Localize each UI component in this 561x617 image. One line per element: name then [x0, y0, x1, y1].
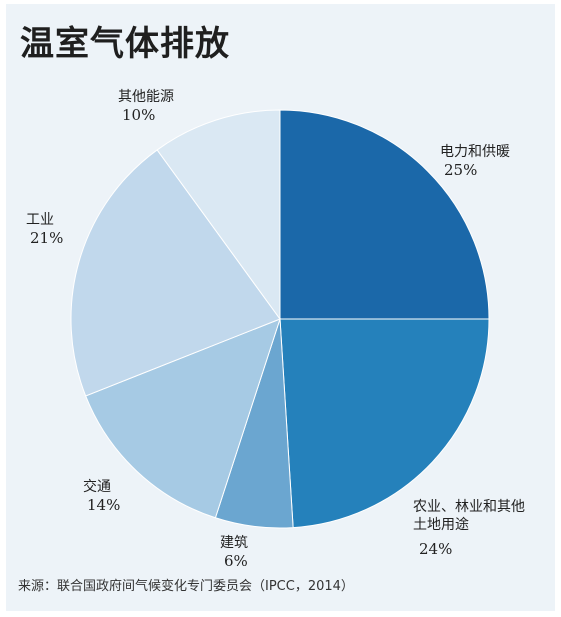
source-note: 来源：联合国政府间气候变化专门委员会（IPCC，2014） — [18, 579, 354, 594]
slice-percent: 6% — [224, 552, 248, 570]
slice-label-text: 交通 — [83, 479, 111, 495]
slice-label-3: 交通 14% — [83, 478, 120, 514]
slice-percent: 25% — [444, 161, 478, 179]
slice-percent: 21% — [30, 229, 64, 247]
pie-slice-3 — [85, 318, 281, 519]
chart-title: 温室气体排放 — [20, 24, 230, 64]
pie-slice-1 — [279, 318, 490, 529]
slice-label-text: 其他能源 — [118, 89, 174, 105]
pie-slices — [70, 109, 490, 529]
slice-percent: 24% — [419, 540, 453, 558]
slice-label-4: 工业 21% — [26, 211, 63, 247]
slice-label-text: 建筑 — [220, 535, 248, 551]
pie-slice-4 — [70, 149, 281, 397]
slice-label-text: 土地用途 — [413, 517, 469, 533]
slice-label-text: 农业、林业和其他 — [413, 499, 525, 515]
slice-label-text: 电力和供暖 — [440, 144, 510, 160]
slice-label-2: 建筑 6% — [220, 534, 248, 570]
slice-label-text: 工业 — [26, 212, 54, 228]
slice-percent: 14% — [87, 496, 121, 514]
slice-label-5: 其他能源 10% — [118, 88, 174, 124]
pie-slice-5 — [156, 109, 281, 321]
slice-label-1: 农业、林业和其他 土地用途 24% — [413, 498, 525, 558]
pie-slice-0 — [279, 109, 490, 320]
slice-label-0: 电力和供暖 25% — [440, 143, 510, 179]
slice-percent: 10% — [122, 106, 156, 124]
